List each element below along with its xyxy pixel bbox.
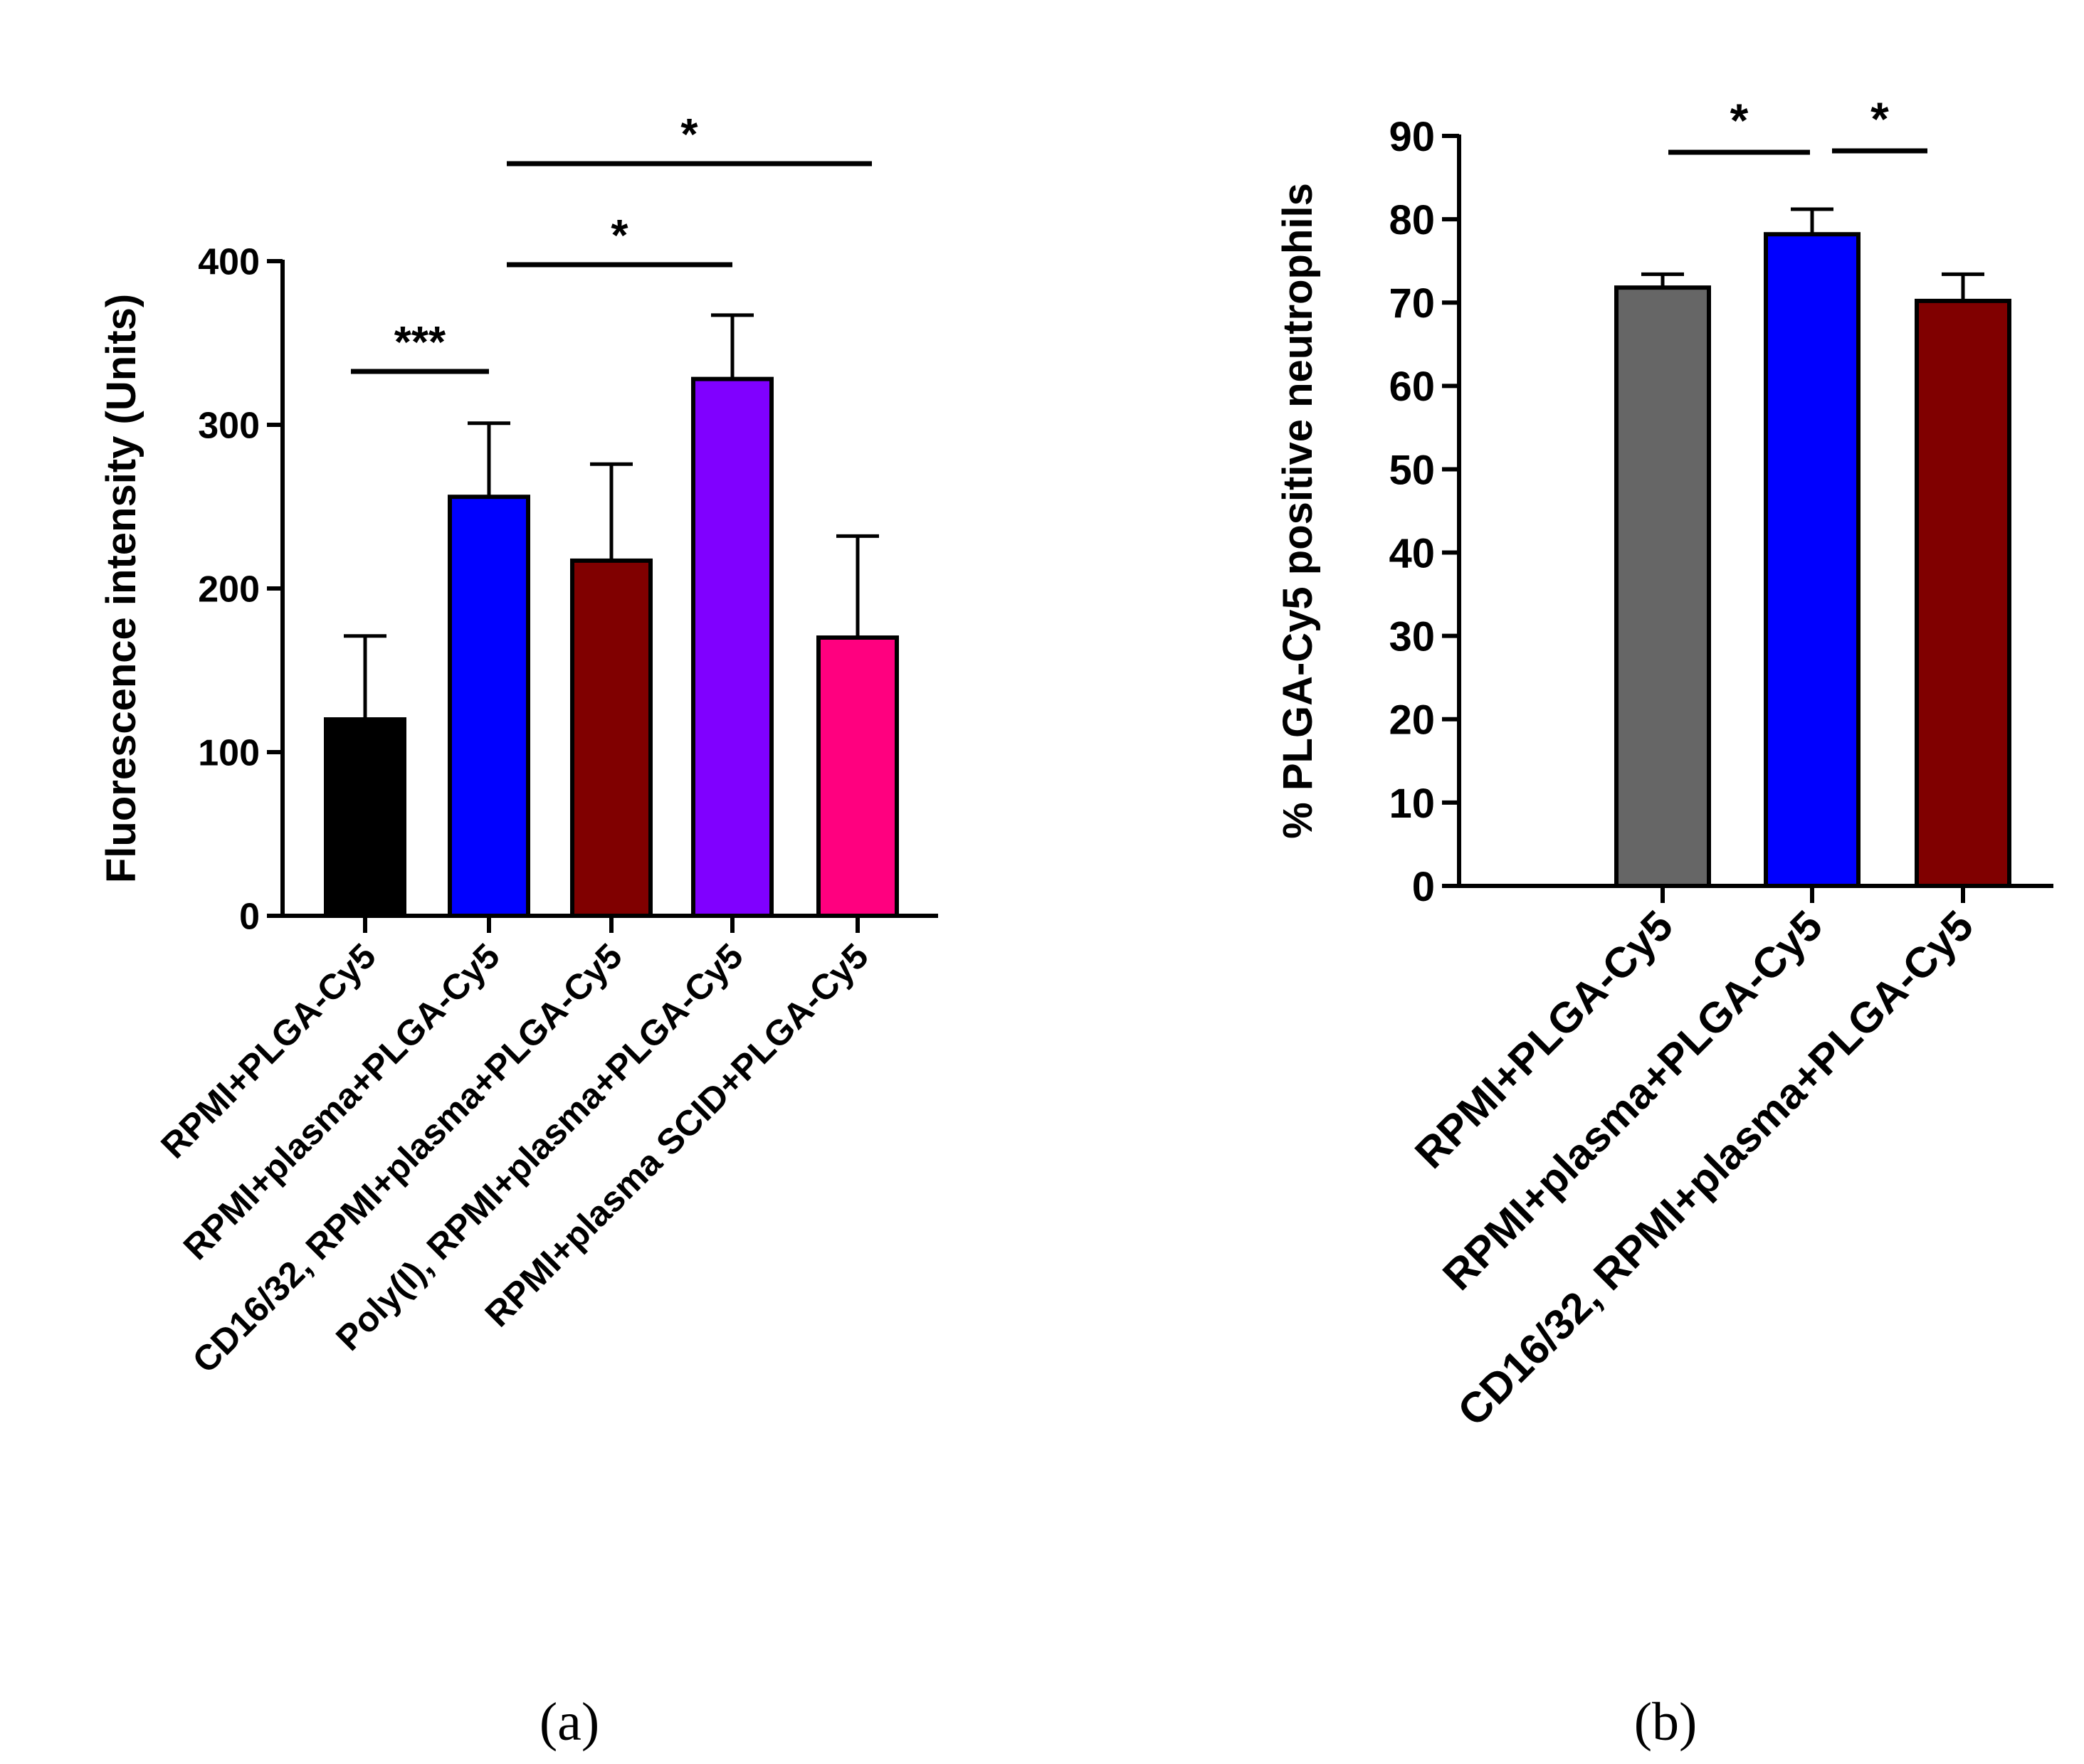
y-tick-label: 50 — [1389, 447, 1435, 493]
y-tick-label: 60 — [1389, 364, 1435, 410]
panel-caption: (b) — [1634, 1692, 1698, 1752]
y-tick-label: 10 — [1389, 781, 1435, 827]
y-tick-label: 0 — [239, 897, 260, 938]
y-tick-label: 0 — [1412, 864, 1435, 910]
y-axis-title: Fluorescence intensity (Units) — [98, 294, 144, 883]
y-tick-label: 100 — [198, 733, 260, 774]
bar — [570, 558, 653, 919]
x-tick-label: CD16/32, RPMI+plasma+PLGA-Cy5 — [1448, 902, 1982, 1435]
bar — [324, 717, 406, 918]
bar — [1614, 285, 1711, 888]
y-axis-title: % PLGA-Cy5 positive neutrophils — [1275, 183, 1321, 839]
significance-label: * — [680, 110, 698, 159]
significance-label: * — [1730, 94, 1749, 147]
y-tick-label: 90 — [1389, 114, 1435, 160]
bar — [1764, 232, 1861, 888]
x-tick-label: RPMI+PLGA-Cy5 — [1406, 902, 1682, 1178]
chart-panel-a: 0 100 200 300 400 Fluorescence intensity (Uni… — [98, 110, 938, 1752]
panel-caption: (a) — [540, 1692, 599, 1752]
x-tick-label: RPMI+PLGA-Cy5 — [153, 936, 383, 1166]
bar — [691, 376, 774, 918]
bar — [1915, 298, 2011, 888]
bar — [448, 495, 530, 918]
y-tick-label: 300 — [198, 406, 260, 447]
y-tick-label: 20 — [1389, 697, 1435, 744]
y-tick-label: 80 — [1389, 197, 1435, 243]
significance-label: *** — [394, 318, 446, 367]
y-tick-label: 70 — [1389, 280, 1435, 327]
x-tick-label: CD16/32, RPMI+plasma+PLGA-Cy5 — [185, 936, 630, 1380]
y-tick-label: 40 — [1389, 530, 1435, 576]
chart-panel-b: 0 10 20 30 40 50 60 70 80 90 % PLGA-Cy5 positive n… — [1275, 93, 2053, 1752]
bar — [816, 635, 899, 918]
significance-label: * — [611, 211, 628, 260]
y-tick-label: 400 — [198, 242, 260, 283]
y-tick-label: 200 — [198, 569, 260, 611]
significance-label: * — [1870, 93, 1889, 145]
y-tick-label: 30 — [1389, 614, 1435, 660]
